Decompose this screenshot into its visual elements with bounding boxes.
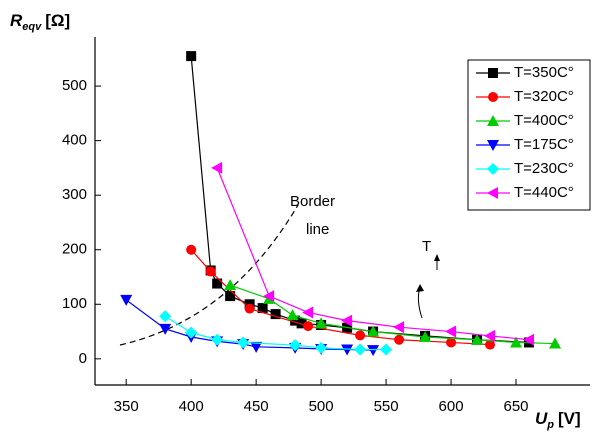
legend-label: T=400C° [514, 112, 574, 129]
x-tick-label: 550 [374, 398, 399, 415]
marker [237, 336, 250, 349]
y-label: Reqv [Ω] [10, 11, 70, 32]
marker [211, 333, 224, 346]
marker [263, 290, 275, 303]
x-tick-label: 600 [439, 398, 464, 415]
marker [419, 331, 432, 342]
legend-label: T=230C° [514, 160, 574, 177]
marker [225, 291, 236, 302]
marker [120, 294, 133, 306]
marker [341, 314, 353, 327]
marker [290, 315, 301, 326]
marker [270, 309, 281, 320]
y-tick-label: 500 [62, 77, 87, 94]
y-tick-label: 200 [62, 241, 87, 258]
marker [380, 343, 393, 356]
marker [250, 341, 263, 353]
marker [286, 309, 299, 321]
marker [523, 333, 535, 346]
legend [467, 59, 591, 211]
legend-label: T=175C° [514, 136, 574, 153]
marker [296, 318, 307, 329]
legend-marker [487, 115, 499, 126]
marker [186, 244, 197, 255]
x-tick-label: 450 [244, 398, 269, 415]
y-tick-label: 400 [62, 132, 87, 149]
series-line [125, 299, 374, 351]
y-tick-label: 0 [79, 350, 87, 367]
marker [224, 279, 237, 291]
marker [212, 278, 223, 289]
marker [354, 343, 367, 356]
marker [302, 306, 314, 319]
arrow [417, 286, 423, 319]
marker [315, 341, 328, 354]
marker [289, 339, 302, 352]
marker [159, 323, 172, 335]
marker [341, 344, 354, 356]
x-tick-label: 350 [114, 398, 139, 415]
y-tick-label: 100 [62, 295, 87, 312]
x-label-subscript: p [546, 419, 554, 431]
marker [549, 337, 562, 349]
marker [315, 317, 328, 329]
marker [159, 310, 172, 323]
marker [485, 339, 496, 350]
series-line [190, 249, 491, 346]
x-label-unit: [V] [558, 409, 581, 428]
legend-label: T=320C° [514, 88, 574, 105]
marker [211, 161, 223, 174]
arrow-label: T [422, 238, 431, 255]
border-label: line [306, 221, 329, 238]
marker [257, 303, 268, 314]
marker [510, 336, 523, 348]
legend-label: T=350C° [514, 64, 574, 81]
marker [367, 345, 380, 357]
series-line [216, 167, 530, 341]
marker [367, 325, 380, 337]
x-tick-label: 500 [309, 398, 334, 415]
legend-marker [487, 163, 499, 175]
marker [186, 51, 197, 62]
y-label-unit: [Ω] [45, 11, 70, 30]
arrow-head [434, 254, 440, 261]
legend-marker [487, 187, 498, 199]
marker [471, 333, 484, 345]
y-label-symbol: R [10, 11, 23, 30]
x-label: Up [V] [535, 409, 581, 430]
border-line [119, 204, 299, 346]
marker [244, 303, 255, 314]
y-label-subscript: eqv [22, 21, 42, 33]
marker [185, 326, 198, 339]
marker [355, 330, 366, 341]
marker [205, 266, 216, 277]
marker [445, 325, 457, 338]
marker [394, 334, 405, 345]
legend-label: T=440C° [514, 184, 574, 201]
x-tick-label: 650 [504, 398, 529, 415]
marker [446, 337, 457, 348]
marker [484, 329, 496, 342]
x-tick-label: 400 [179, 398, 204, 415]
legend-marker [488, 68, 498, 78]
legend-marker [487, 140, 499, 151]
marker [393, 321, 405, 334]
arrow-head [416, 284, 424, 292]
border-label: Border [290, 193, 335, 210]
marker [303, 321, 314, 332]
x-label-symbol: U [535, 409, 548, 428]
y-tick-label: 300 [62, 186, 87, 203]
legend-marker [488, 92, 498, 102]
